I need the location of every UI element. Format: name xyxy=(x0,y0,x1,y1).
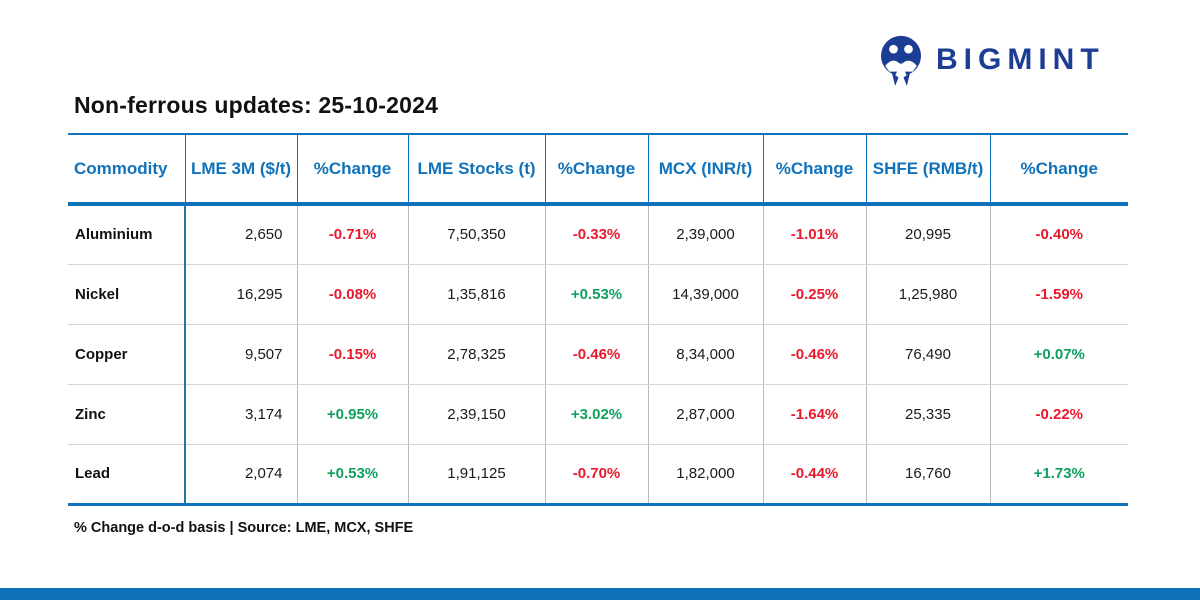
lme-stocks-change-cell: +3.02% xyxy=(545,384,649,445)
lme-3m-cell: 3,174 xyxy=(185,384,298,445)
lme-3m-cell: 9,507 xyxy=(185,324,298,385)
table-row-zinc: Zinc 3,174 +0.95% 2,39,150 +3.02% 2,87,0… xyxy=(68,384,1128,445)
commodity-cell: Zinc xyxy=(68,384,186,445)
lme-stocks-change-cell: +0.53% xyxy=(545,264,649,325)
lme-stocks-cell: 7,50,350 xyxy=(408,204,546,265)
col-header-shfe-change: %Change xyxy=(990,134,1128,206)
lme-3m-cell: 2,650 xyxy=(185,204,298,265)
table-row-aluminium: Aluminium 2,650 -0.71% 7,50,350 -0.33% 2… xyxy=(68,204,1128,265)
shfe-change-cell: -1.59% xyxy=(990,264,1128,325)
mcx-change-cell: -0.46% xyxy=(763,324,867,385)
col-header-mcx-change: %Change xyxy=(763,134,867,206)
table-row-lead: Lead 2,074 +0.53% 1,91,125 -0.70% 1,82,0… xyxy=(68,444,1128,506)
lme-3m-change-cell: -0.15% xyxy=(297,324,409,385)
commodity-cell: Lead xyxy=(68,444,186,506)
lme-3m-change-cell: -0.08% xyxy=(297,264,409,325)
lme-3m-change-cell: +0.95% xyxy=(297,384,409,445)
shfe-change-cell: +0.07% xyxy=(990,324,1128,385)
col-header-mcx: MCX (INR/t) xyxy=(648,134,764,206)
bigmint-logo: BIGMINT xyxy=(876,32,1105,88)
commodity-cell: Aluminium xyxy=(68,204,186,265)
mcx-change-cell: -1.64% xyxy=(763,384,867,445)
lme-stocks-cell: 1,91,125 xyxy=(408,444,546,506)
mcx-cell: 2,39,000 xyxy=(648,204,764,265)
mcx-change-cell: -0.25% xyxy=(763,264,867,325)
shfe-cell: 20,995 xyxy=(866,204,991,265)
lme-3m-change-cell: -0.71% xyxy=(297,204,409,265)
commodity-cell: Nickel xyxy=(68,264,186,325)
bottom-brand-bar xyxy=(0,588,1200,600)
mcx-cell: 2,87,000 xyxy=(648,384,764,445)
mcx-cell: 1,82,000 xyxy=(648,444,764,506)
col-header-commodity: Commodity xyxy=(68,134,186,206)
lme-3m-change-cell: +0.53% xyxy=(297,444,409,506)
col-header-lme-stocks-change: %Change xyxy=(545,134,649,206)
shfe-cell: 25,335 xyxy=(866,384,991,445)
lme-stocks-cell: 2,78,325 xyxy=(408,324,546,385)
lme-stocks-change-cell: -0.46% xyxy=(545,324,649,385)
shfe-cell: 76,490 xyxy=(866,324,991,385)
bigmint-logo-text: BIGMINT xyxy=(936,43,1105,76)
table-row-copper: Copper 9,507 -0.15% 2,78,325 -0.46% 8,34… xyxy=(68,324,1128,385)
lme-stocks-cell: 1,35,816 xyxy=(408,264,546,325)
table-row-nickel: Nickel 16,295 -0.08% 1,35,816 +0.53% 14,… xyxy=(68,264,1128,325)
lme-stocks-change-cell: -0.33% xyxy=(545,204,649,265)
shfe-change-cell: -0.22% xyxy=(990,384,1128,445)
mcx-change-cell: -0.44% xyxy=(763,444,867,506)
lme-3m-cell: 16,295 xyxy=(185,264,298,325)
lme-stocks-change-cell: -0.70% xyxy=(545,444,649,506)
shfe-change-cell: -0.40% xyxy=(990,204,1128,265)
lme-stocks-cell: 2,39,150 xyxy=(408,384,546,445)
shfe-cell: 16,760 xyxy=(866,444,991,506)
col-header-lme-stocks: LME Stocks (t) xyxy=(408,134,546,206)
header-row: Commodity LME 3M ($/t) %Change LME Stock… xyxy=(68,134,1128,206)
page-title: Non-ferrous updates: 25-10-2024 xyxy=(74,92,439,118)
commodity-table: Commodity LME 3M ($/t) %Change LME Stock… xyxy=(68,133,1128,506)
source-note: % Change d-o-d basis | Source: LME, MCX,… xyxy=(74,520,414,536)
mcx-change-cell: -1.01% xyxy=(763,204,867,265)
commodity-cell: Copper xyxy=(68,324,186,385)
shfe-change-cell: +1.73% xyxy=(990,444,1128,506)
mcx-cell: 8,34,000 xyxy=(648,324,764,385)
commodity-table-wrapper: Commodity LME 3M ($/t) %Change LME Stock… xyxy=(68,133,1128,506)
shfe-cell: 1,25,980 xyxy=(866,264,991,325)
col-header-lme-3m-change: %Change xyxy=(297,134,409,206)
mcx-cell: 14,39,000 xyxy=(648,264,764,325)
col-header-shfe: SHFE (RMB/t) xyxy=(866,134,991,206)
col-header-lme-3m: LME 3M ($/t) xyxy=(185,134,298,206)
lme-3m-cell: 2,074 xyxy=(185,444,298,506)
bigmint-people-icon xyxy=(881,35,921,86)
